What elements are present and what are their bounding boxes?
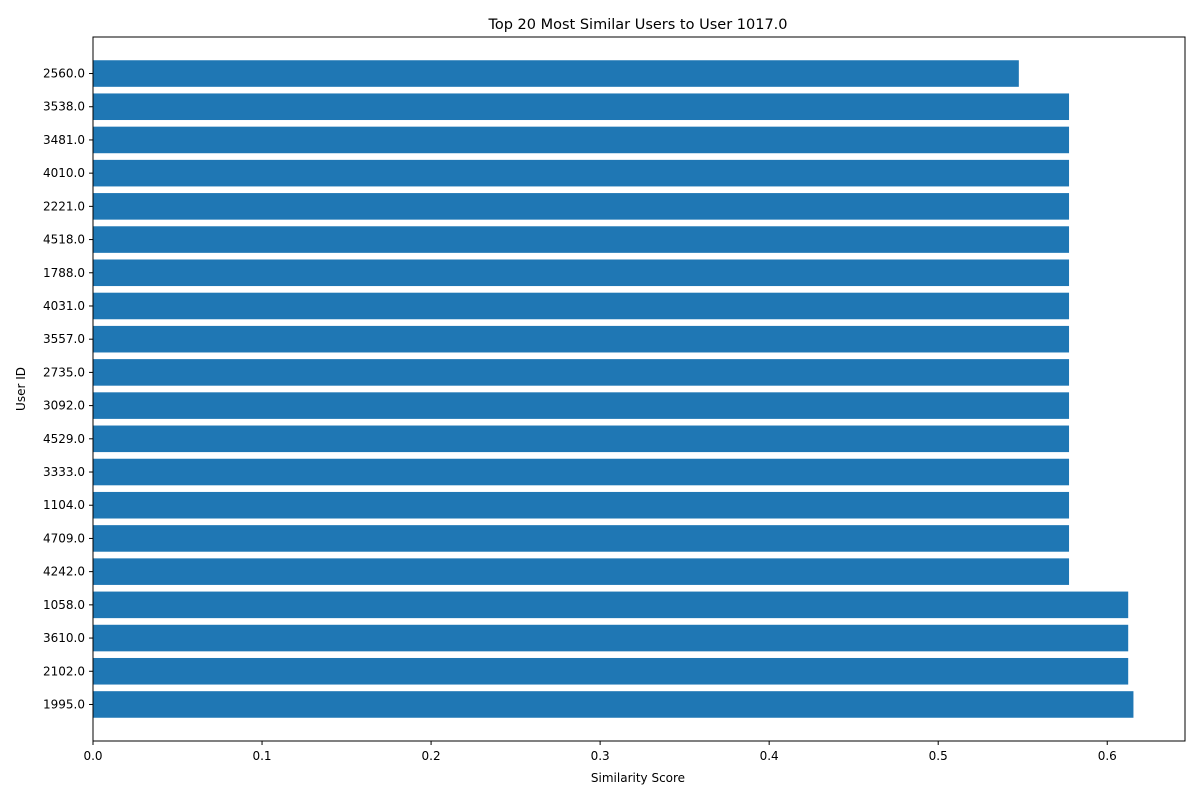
bar-2221.0: [93, 193, 1070, 220]
x-axis-label: Similarity Score: [591, 771, 685, 785]
x-tick-label: 0.6: [1098, 749, 1117, 763]
x-tick-label: 0.2: [422, 749, 441, 763]
bar-3610.0: [93, 624, 1129, 652]
y-tick-label: 1104.0: [43, 498, 85, 512]
bar-3481.0: [93, 126, 1070, 154]
bar-2560.0: [93, 60, 1019, 87]
x-axis-ticks: 0.0 0.1 0.2 0.3 0.4 0.5 0.6: [83, 741, 1117, 763]
y-tick-label: 3092.0: [43, 399, 85, 413]
x-tick-label: 0.1: [252, 749, 271, 763]
y-tick-label: 4242.0: [43, 565, 85, 579]
y-tick-label: 1788.0: [43, 266, 85, 280]
bar-3538.0: [93, 93, 1070, 121]
bar-3333.0: [93, 458, 1070, 486]
x-tick-label: 0.3: [591, 749, 610, 763]
bar-3557.0: [93, 325, 1070, 353]
y-tick-label: 1058.0: [43, 598, 85, 612]
bar-4242.0: [93, 558, 1070, 585]
bar-1104.0: [93, 491, 1070, 519]
y-tick-label: 3557.0: [43, 332, 85, 346]
y-tick-label: 2221.0: [43, 199, 85, 213]
y-tick-label: 3538.0: [43, 100, 85, 114]
y-tick-label: 3333.0: [43, 465, 85, 479]
y-tick-label: 3610.0: [43, 631, 85, 645]
bar-2102.0: [93, 657, 1129, 685]
bar-4031.0: [93, 292, 1070, 320]
x-tick-label: 0.5: [929, 749, 948, 763]
bar-4010.0: [93, 159, 1070, 187]
y-tick-label: 4031.0: [43, 299, 85, 313]
bar-3092.0: [93, 392, 1070, 419]
bar-1995.0: [93, 691, 1134, 718]
y-tick-label: 4529.0: [43, 432, 85, 446]
y-tick-label: 4518.0: [43, 233, 85, 247]
bars-group: [93, 60, 1134, 718]
bar-4529.0: [93, 425, 1070, 453]
bar-4518.0: [93, 226, 1070, 253]
y-tick-label: 2560.0: [43, 67, 85, 81]
x-tick-label: 0.4: [760, 749, 779, 763]
y-tick-label: 2735.0: [43, 365, 85, 379]
y-tick-label: 1995.0: [43, 697, 85, 711]
bar-1058.0: [93, 591, 1129, 619]
y-axis-label: User ID: [14, 367, 28, 411]
y-tick-label: 4010.0: [43, 166, 85, 180]
y-axis-ticks: 1995.0 2102.0 3610.0 1058.0 4242.0 4709.0 1104…: [43, 67, 93, 711]
chart-title: Top 20 Most Similar Users to User 1017.0: [487, 17, 787, 33]
y-tick-label: 3481.0: [43, 133, 85, 147]
y-tick-label: 2102.0: [43, 664, 85, 678]
bar-2735.0: [93, 359, 1070, 386]
bar-4709.0: [93, 525, 1070, 552]
x-tick-label: 0.0: [83, 749, 102, 763]
bar-1788.0: [93, 259, 1070, 287]
plot-frame: [92, 36, 1186, 742]
y-tick-label: 4709.0: [43, 531, 85, 545]
